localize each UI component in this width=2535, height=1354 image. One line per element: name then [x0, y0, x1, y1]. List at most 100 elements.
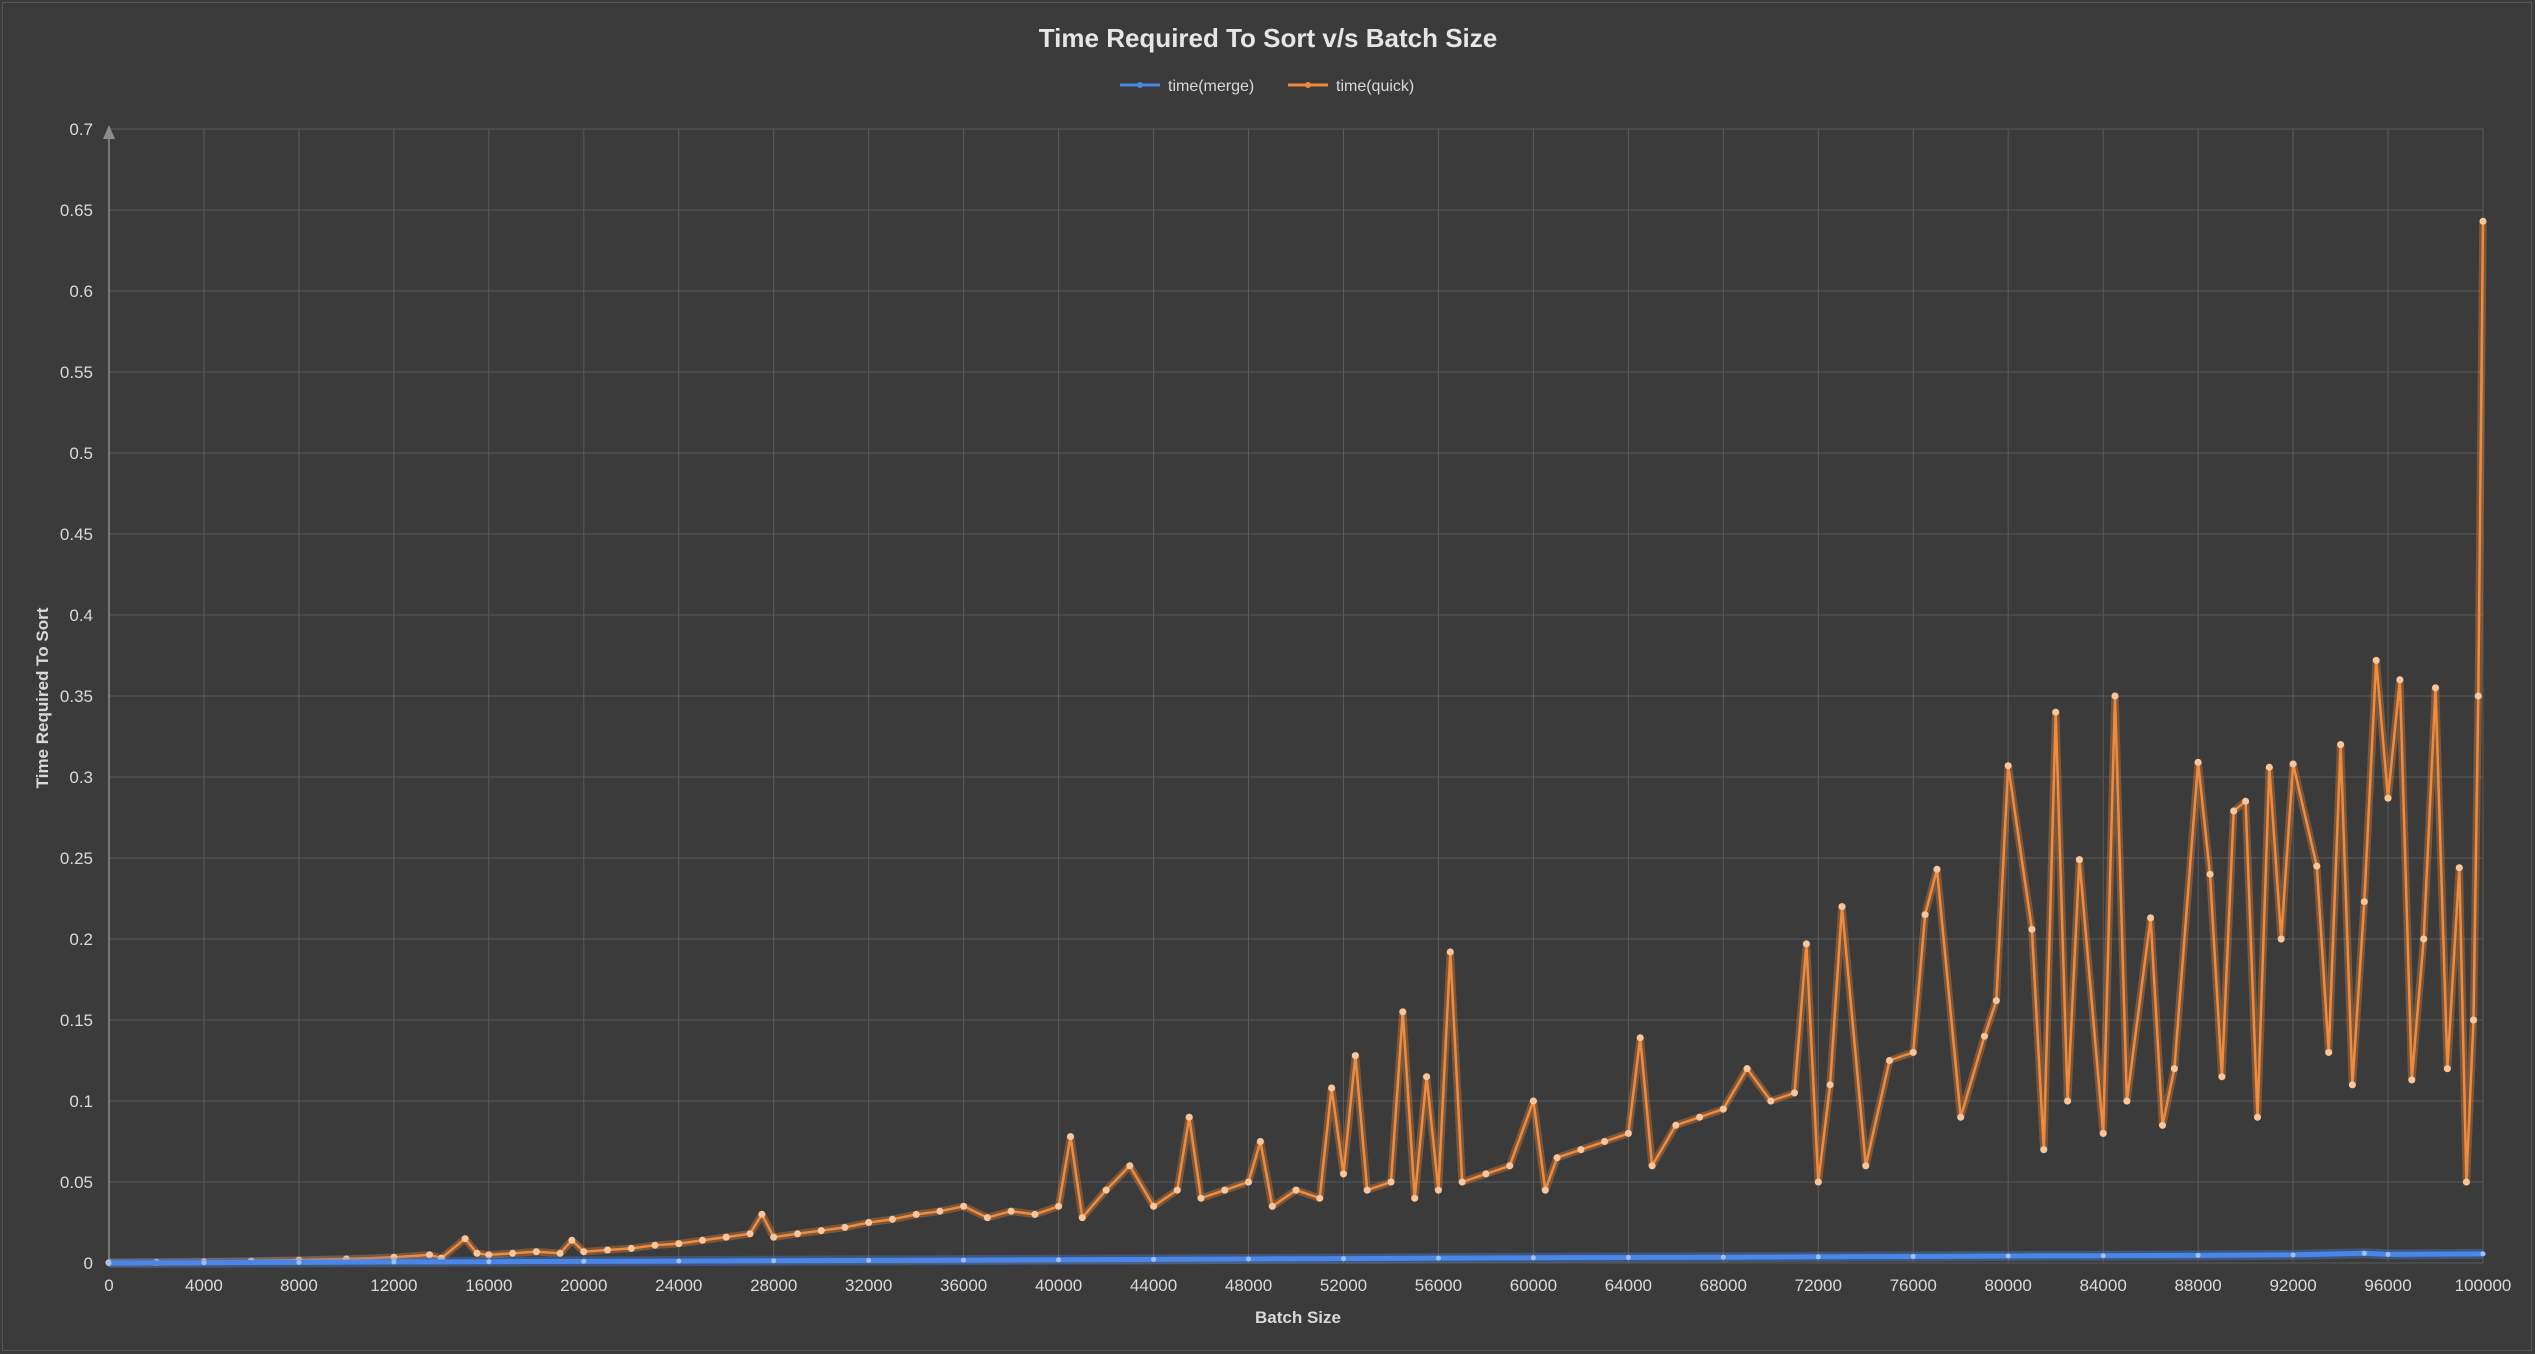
quick-point	[1340, 1170, 1347, 1178]
quick-point	[604, 1246, 611, 1254]
y-tick-label: 0.15	[60, 1011, 93, 1030]
quick-point	[1648, 1162, 1656, 1170]
x-tick-label: 68000	[1700, 1276, 1747, 1295]
quick-point	[1458, 1178, 1466, 1186]
quick-point	[1767, 1097, 1775, 1105]
y-tick-label: 0.35	[60, 687, 93, 706]
quick-point	[580, 1248, 588, 1256]
quick-point	[1957, 1113, 1965, 1121]
quick-point	[2325, 1048, 2333, 1056]
quick-point	[1696, 1113, 1704, 1121]
y-tick-label: 0.6	[69, 282, 93, 301]
y-tick-label: 0.65	[60, 201, 93, 220]
x-tick-label: 20000	[560, 1276, 607, 1295]
merge-point	[581, 1258, 587, 1264]
quick-point	[699, 1236, 706, 1244]
quick-point	[1541, 1186, 1549, 1194]
quick-point	[627, 1244, 635, 1252]
quick-point	[532, 1248, 540, 1256]
quick-point	[2075, 856, 2083, 864]
quick-point	[1102, 1186, 1110, 1194]
chart-canvas: Time Required To Sort v/s Batch Size tim…	[33, 23, 2511, 1327]
quick-point	[1078, 1214, 1086, 1222]
y-tick-label: 0.7	[69, 120, 93, 139]
y-tick-label: 0.5	[69, 444, 93, 463]
chart-title: Time Required To Sort v/s Batch Size	[1039, 23, 1497, 53]
merge-point	[1246, 1256, 1251, 1262]
quick-point	[1256, 1138, 1264, 1145]
quick-point	[912, 1210, 920, 1218]
quick-point	[1423, 1073, 1431, 1081]
quick-point	[1601, 1138, 1609, 1145]
merge-point	[1056, 1257, 1062, 1263]
quick-point	[2337, 741, 2345, 749]
x-tick-label: 96000	[2364, 1276, 2411, 1295]
quick-point	[2277, 935, 2285, 943]
quick-point	[1743, 1065, 1751, 1073]
quick-line	[108, 221, 2485, 1264]
quick-point	[2384, 794, 2392, 802]
x-axis-ticks: 0 4000 8000 12000 16000 20000 24000 28000 32000 3…	[104, 1276, 2511, 1295]
y-tick-label: 0.2	[69, 930, 93, 949]
legend-merge-marker	[1137, 82, 1143, 88]
quick-point	[2474, 692, 2482, 700]
quick-point	[1268, 1202, 1276, 1210]
x-tick-label: 60000	[1510, 1276, 1557, 1295]
quick-point	[1185, 1113, 1193, 1121]
quick-point	[2004, 762, 2012, 770]
quick-point	[2028, 925, 2036, 933]
quick-point	[936, 1207, 944, 1215]
quick-point	[2470, 1016, 2477, 1024]
y-tick-label: 0	[84, 1254, 93, 1273]
x-tick-label: 24000	[655, 1276, 702, 1295]
quick-point	[1387, 1178, 1395, 1186]
quick-point	[983, 1214, 991, 1222]
quick-point	[426, 1251, 433, 1259]
merge-point	[1910, 1254, 1916, 1259]
quick-point	[2396, 676, 2404, 684]
quick-point	[1007, 1207, 1015, 1215]
merge-point	[106, 1260, 112, 1266]
x-tick-label: 36000	[940, 1276, 987, 1295]
quick-point	[2052, 708, 2060, 716]
quick-point	[1933, 865, 1941, 873]
merge-point	[2385, 1251, 2391, 1257]
quick-point	[1434, 1186, 1442, 1194]
x-tick-label: 12000	[370, 1276, 417, 1295]
quick-point	[1636, 1034, 1644, 1042]
x-tick-label: 72000	[1795, 1276, 1842, 1295]
quick-point	[1838, 903, 1846, 911]
quick-point	[2420, 935, 2428, 943]
quick-point	[1399, 1008, 1407, 1016]
merge-point	[296, 1259, 302, 1265]
quick-point	[1150, 1202, 1158, 1210]
x-tick-label: 44000	[1130, 1276, 1177, 1295]
quick-point	[1292, 1186, 1300, 1194]
quick-point	[770, 1233, 778, 1241]
quick-point	[2147, 914, 2155, 922]
quick-point	[2443, 1065, 2451, 1073]
merge-point	[676, 1258, 682, 1264]
x-tick-label: 16000	[465, 1276, 512, 1295]
quick-point	[1553, 1154, 1561, 1162]
quick-point	[1921, 911, 1929, 919]
merge-point	[391, 1259, 397, 1265]
y-tick-label: 0.45	[60, 525, 93, 544]
quick-point	[2360, 898, 2368, 906]
merge-point	[1625, 1255, 1631, 1260]
quick-point	[2462, 1178, 2470, 1186]
quick-point	[1055, 1202, 1063, 1210]
quick-point	[2099, 1129, 2107, 1137]
quick-point	[1031, 1210, 1039, 1218]
quick-point	[2064, 1097, 2072, 1105]
quick-point	[1577, 1146, 1585, 1154]
quick-point	[556, 1249, 564, 1257]
merge-point	[1341, 1256, 1346, 1262]
legend: time(merge) time(quick)	[1120, 78, 1414, 95]
x-tick-label: 28000	[750, 1276, 797, 1295]
quick-point	[1672, 1121, 1680, 1129]
legend-quick-marker	[1305, 82, 1311, 88]
quick-point	[1886, 1057, 1893, 1064]
quick-point	[2159, 1121, 2166, 1129]
